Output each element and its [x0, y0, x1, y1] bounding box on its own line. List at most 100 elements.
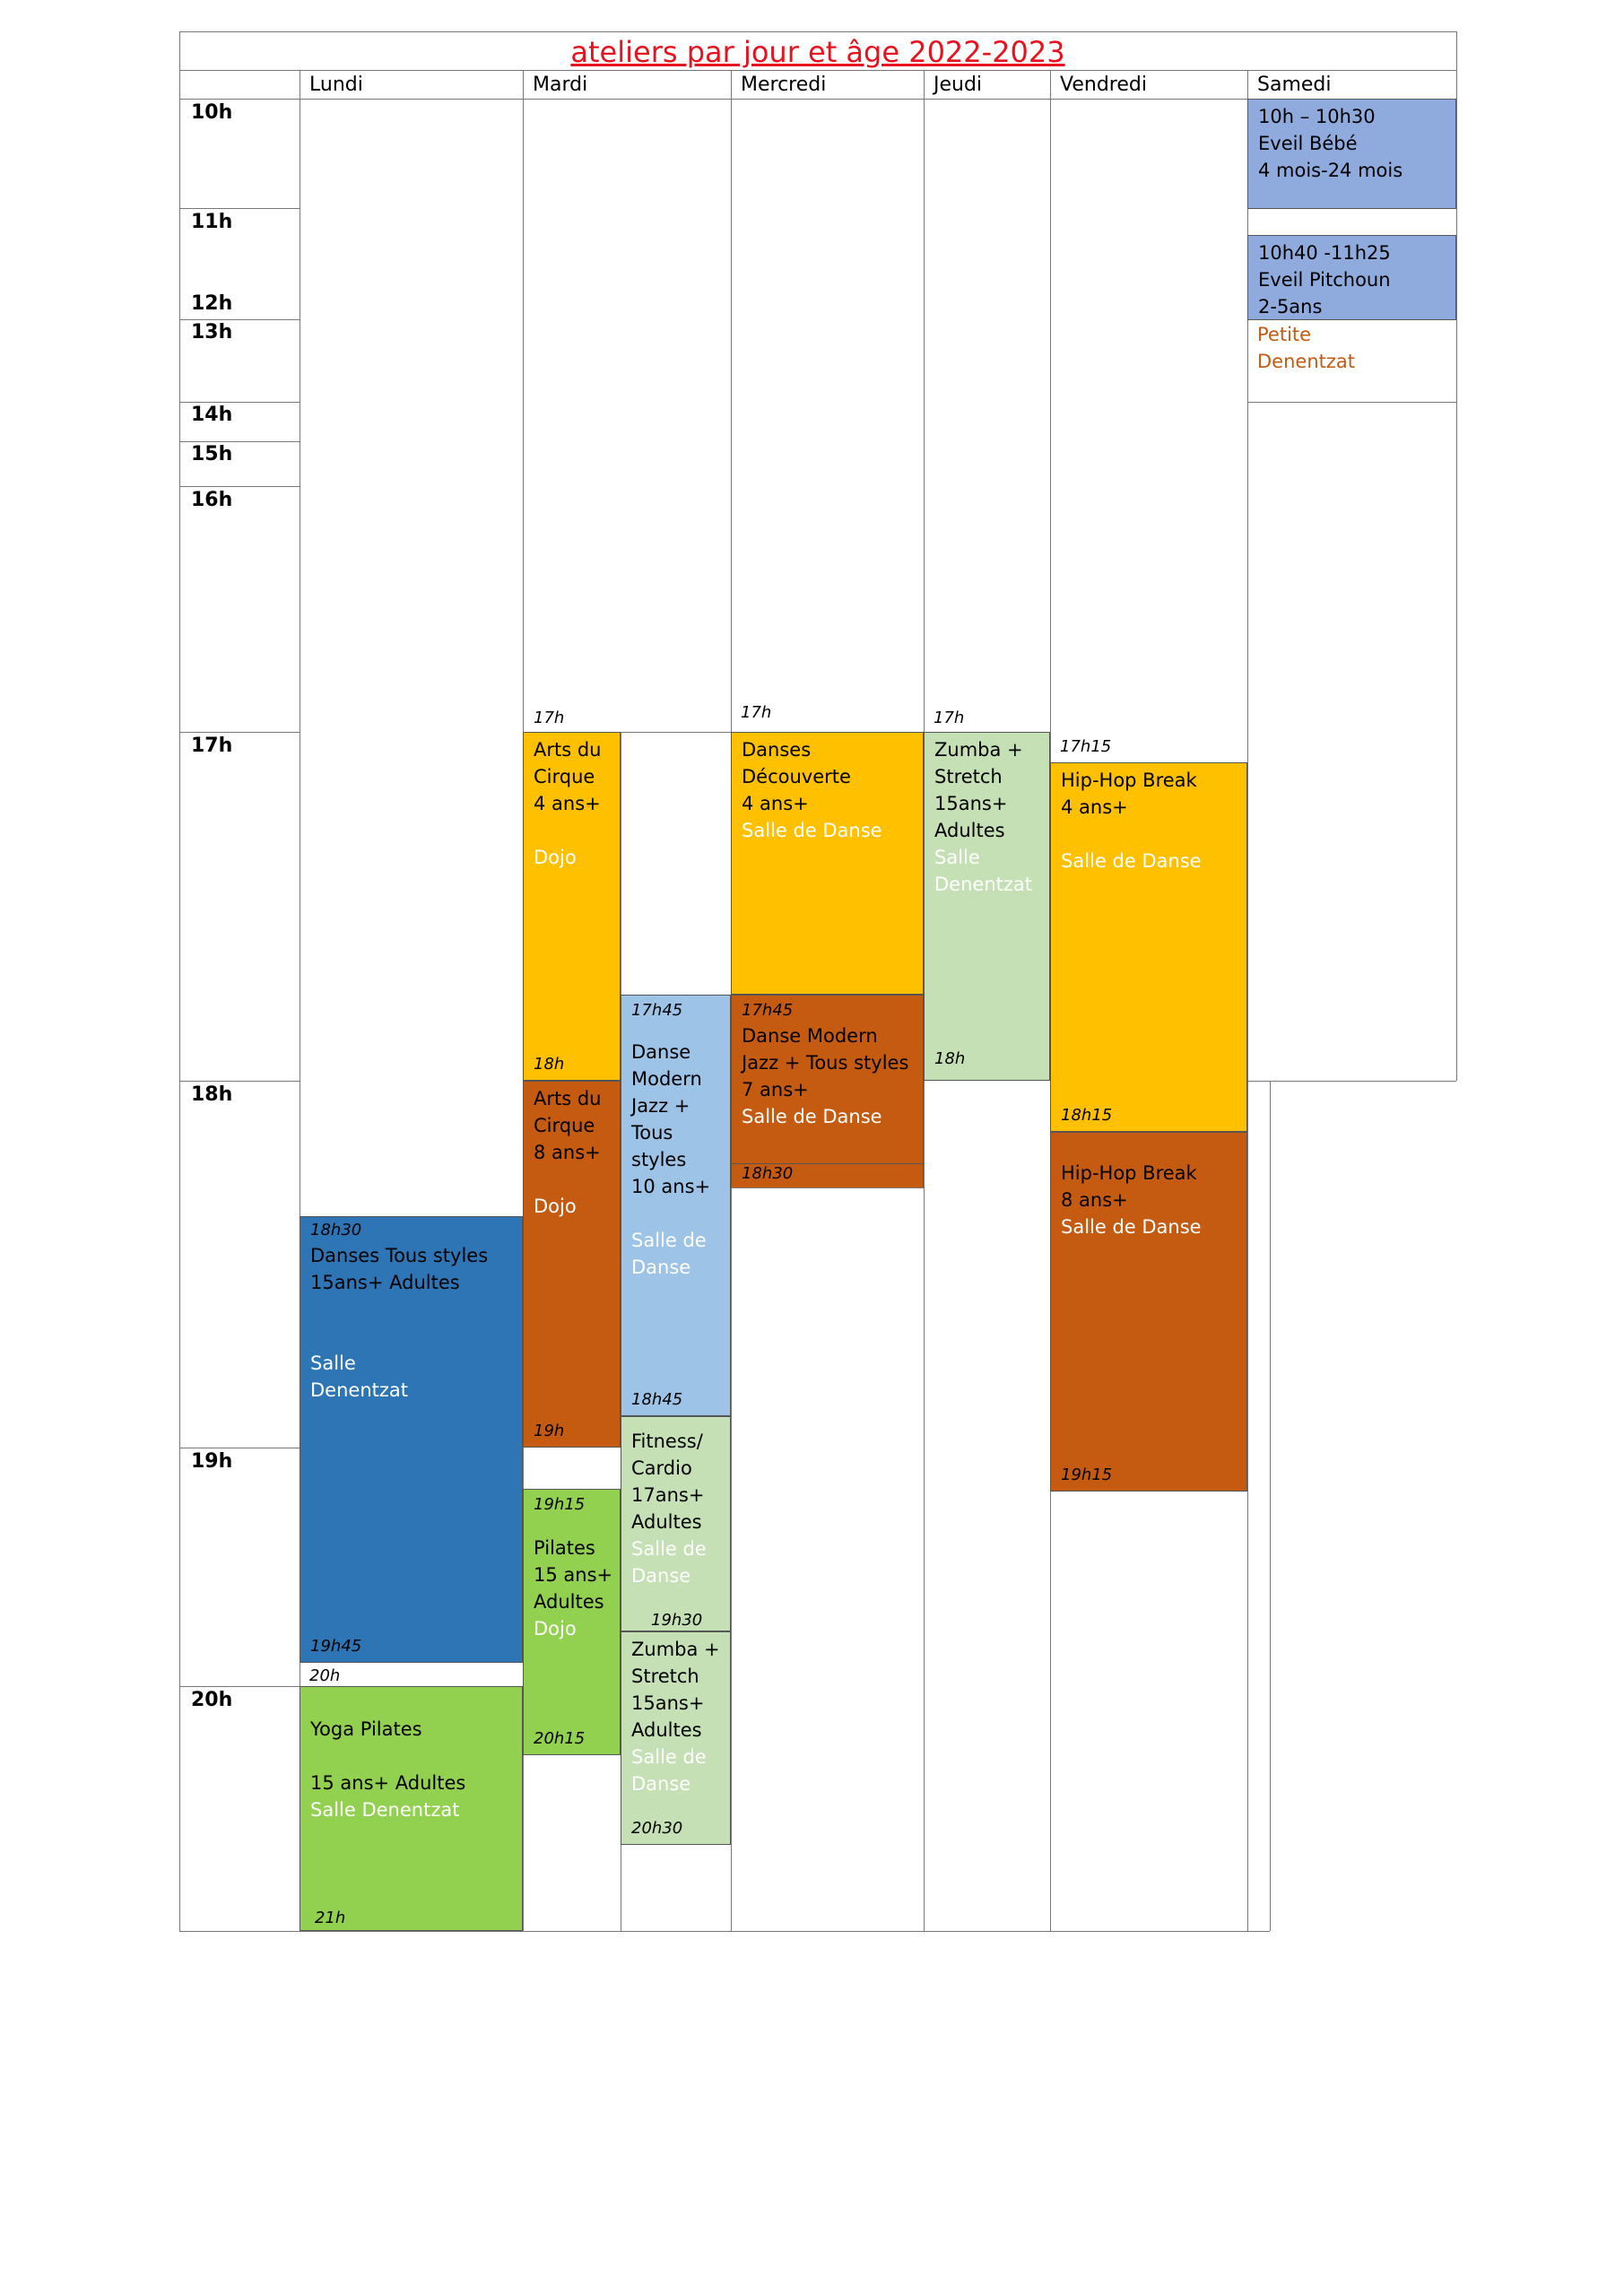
hour-label-12h: 12h	[191, 292, 233, 315]
activity-name: Danse Modern	[742, 1025, 878, 1047]
activity-name: Arts du	[534, 1088, 602, 1109]
day-header-jeudi: Jeudi	[934, 74, 983, 96]
day-header-vendredi: Vendredi	[1060, 74, 1147, 96]
activity-room: Salle de	[631, 1538, 707, 1560]
activity-room: Salle	[310, 1352, 356, 1374]
place-line: Petite	[1257, 324, 1312, 345]
activity-name: Jazz + Tous styles	[742, 1052, 909, 1074]
end-time-label: 20h15	[534, 1729, 586, 1748]
activity-age: 15 ans+	[534, 1564, 613, 1586]
activity-room: Salle de Danse	[742, 820, 882, 841]
hour-label-20h: 20h	[191, 1689, 233, 1711]
end-time-label: 19h30	[651, 1611, 703, 1630]
activity-name: styles	[631, 1149, 687, 1170]
activity-zumba-jeudi: Zumba + Stretch 15ans+ Adultes Salle Den…	[924, 732, 1050, 1081]
activity-name: Zumba +	[631, 1639, 720, 1660]
day-header-samedi: Samedi	[1257, 74, 1332, 96]
activity-age: 7 ans+	[742, 1079, 809, 1100]
activity-room: Dojo	[534, 1618, 577, 1639]
activity-age: Adultes	[534, 1591, 604, 1613]
activity-age: 4 ans+	[1061, 796, 1128, 818]
activity-age: 15ans+	[631, 1692, 705, 1714]
activity-hiphop-4: Hip-Hop Break 4 ans+ Salle de Danse 18h1…	[1050, 762, 1247, 1132]
hour-label-15h: 15h	[191, 443, 233, 465]
day-header-mercredi: Mercredi	[741, 74, 827, 96]
activity-room: Salle de	[631, 1230, 707, 1251]
activity-name: Danses Tous styles	[310, 1245, 489, 1266]
activity-name: Modern	[631, 1068, 702, 1090]
activity-room: Salle Denentzat	[310, 1799, 460, 1821]
activity-name: Hip-Hop Break	[1061, 1162, 1197, 1184]
activity-age: 8 ans+	[1061, 1189, 1128, 1211]
activity-eveil-pitchoun: 10h40 -11h25 Eveil Pitchoun 2-5ans	[1247, 235, 1456, 320]
activity-danses-decouverte: Danses Découverte 4 ans+ Salle de Danse	[731, 732, 924, 995]
activity-pilates: 19h15 Pilates 15 ans+ Adultes Dojo 20h15	[523, 1489, 621, 1755]
start-time-label: 17h	[934, 709, 965, 727]
place-line: Denentzat	[1257, 351, 1355, 372]
activity-age: Adultes	[631, 1511, 702, 1533]
start-time-label: 17h45	[742, 1001, 794, 1020]
activity-age: 8 ans+	[534, 1142, 601, 1163]
activity-name: Découverte	[742, 766, 851, 787]
start-time-label: 20h	[309, 1666, 341, 1685]
end-time-label: 18h15	[1061, 1106, 1113, 1125]
activity-name: Cirque	[534, 1115, 595, 1136]
end-time-label: 21h	[315, 1909, 346, 1927]
activity-name: Eveil Bébé	[1258, 133, 1358, 154]
activity-name: Hip-Hop Break	[1061, 770, 1197, 791]
activity-eveil-bebe: 10h – 10h30 Eveil Bébé 4 mois-24 mois	[1247, 99, 1456, 209]
hour-label-16h: 16h	[191, 489, 233, 511]
activity-name: Tous	[631, 1122, 673, 1144]
activity-room: Danse	[631, 1773, 691, 1795]
day-header-mardi: Mardi	[533, 74, 588, 96]
start-time-label: 18h30	[310, 1221, 362, 1239]
start-time-label: 17h	[741, 703, 772, 722]
hour-label-10h: 10h	[191, 101, 233, 124]
activity-name: Danse	[631, 1041, 691, 1063]
activity-age: Adultes	[934, 820, 1005, 841]
hour-label-17h: 17h	[191, 735, 233, 757]
activity-name: Danses	[742, 739, 812, 761]
end-time-label: 19h45	[310, 1637, 362, 1656]
activity-arts-cirque-4: Arts du Cirque 4 ans+ Dojo 18h	[523, 732, 621, 1081]
activity-room: Danse	[631, 1565, 691, 1587]
end-time-label: 19h	[534, 1422, 565, 1440]
activity-room: Salle de Danse	[1061, 1216, 1202, 1238]
end-time-label: 18h45	[631, 1390, 683, 1409]
end-time-label: 19h15	[1061, 1465, 1113, 1484]
activity-room: Dojo	[534, 847, 577, 868]
activity-name: Pilates	[534, 1537, 595, 1559]
start-time-label: 19h15	[534, 1495, 586, 1514]
hour-label-14h: 14h	[191, 404, 233, 426]
activity-age: 4 ans+	[534, 793, 601, 814]
start-time-label: 17h15	[1060, 737, 1112, 756]
activity-room: Denentzat	[934, 874, 1032, 895]
activity-age: 10 ans+	[631, 1176, 711, 1197]
hour-label-11h: 11h	[191, 211, 233, 233]
activity-room: Salle de Danse	[742, 1106, 882, 1127]
activity-age: 15ans+ Adultes	[310, 1272, 460, 1293]
activity-zumba-mardi: Zumba + Stretch 15ans+ Adultes Salle de …	[621, 1631, 731, 1845]
start-time-label: 17h45	[631, 1001, 683, 1020]
end-time-label: 18h	[534, 1055, 565, 1074]
page-title: ateliers par jour et âge 2022-2023	[570, 35, 1065, 69]
end-time-label: 18h	[934, 1049, 966, 1068]
activity-danses-tous-styles: 18h30 Danses Tous styles 15ans+ Adultes …	[300, 1216, 523, 1663]
activity-age: 2-5ans	[1258, 296, 1323, 317]
day-header-lundi: Lundi	[309, 74, 363, 96]
activity-name: Eveil Pitchoun	[1258, 269, 1391, 291]
activity-name: Stretch	[631, 1665, 699, 1687]
activity-name: Cardio	[631, 1457, 692, 1479]
samedi-place-label: Petite Denentzat	[1257, 321, 1355, 375]
start-time-label: 17h	[534, 709, 565, 727]
activity-name: Stretch	[934, 766, 1003, 787]
activity-room: Salle	[934, 847, 980, 868]
end-time-label: 18h30	[732, 1163, 923, 1187]
activity-arts-cirque-8: Arts du Cirque 8 ans+ Dojo 19h	[523, 1081, 621, 1448]
activity-room: Salle de	[631, 1746, 707, 1768]
activity-age: 17ans+	[631, 1484, 705, 1506]
activity-time: 10h – 10h30	[1258, 106, 1376, 127]
activity-age: 4 ans+	[742, 793, 809, 814]
activity-name: Jazz +	[631, 1095, 690, 1117]
hour-label-19h: 19h	[191, 1450, 233, 1473]
